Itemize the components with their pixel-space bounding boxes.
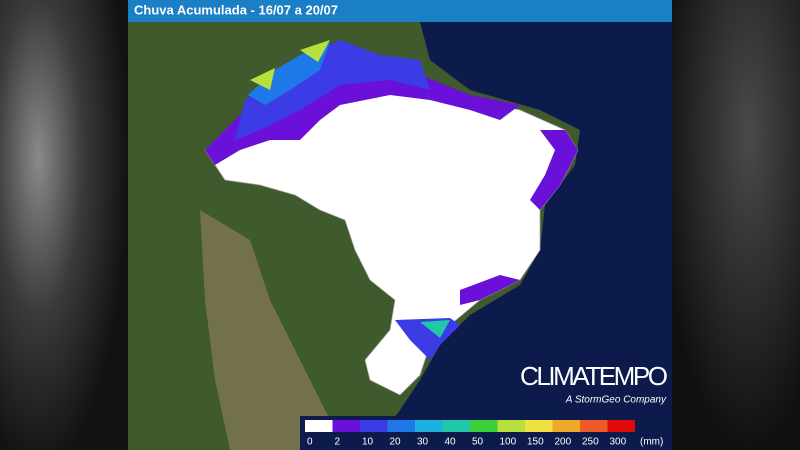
legend-label: 150 — [527, 437, 544, 448]
andes — [200, 210, 340, 450]
legend-swatch — [415, 420, 443, 432]
rain-area — [420, 320, 450, 338]
legend-swatch — [305, 420, 333, 432]
blurred-side — [672, 0, 800, 450]
legend-label: 30 — [417, 437, 429, 448]
legend-swatch — [332, 420, 360, 432]
legend-label: 2 — [335, 437, 341, 448]
legend: 0 2 10 20 30 40 50 100 150 200 250 300 (mm) — [300, 416, 672, 450]
legend-swatch — [442, 420, 470, 432]
legend-label: 20 — [390, 437, 402, 448]
legend-label: 250 — [582, 437, 599, 448]
legend-label: 0 — [307, 437, 313, 448]
legend-swatch — [525, 420, 553, 432]
legend-unit: (mm) — [640, 437, 663, 448]
legend-swatch — [360, 420, 388, 432]
brand-name: CLIMATEMPO — [520, 361, 668, 391]
title-bar — [128, 0, 672, 22]
legend-label: 50 — [472, 437, 484, 448]
legend-swatch — [552, 420, 580, 432]
brand-tagline: A StormGeo Company — [565, 395, 667, 406]
rain-area — [235, 40, 430, 140]
rain-area — [530, 130, 578, 210]
legend-swatch — [607, 420, 635, 432]
legend-swatch — [387, 420, 415, 432]
map — [128, 22, 672, 450]
legend-label: 40 — [445, 437, 457, 448]
legend-swatch — [470, 420, 498, 432]
rain-area — [250, 40, 330, 90]
blurred-side — [0, 0, 128, 450]
legend-label: 200 — [555, 437, 572, 448]
map-title: Chuva Acumulada - 16/07 a 20/07 — [134, 2, 338, 17]
legend-swatch — [497, 420, 525, 432]
legend-label: 300 — [610, 437, 627, 448]
rain-area — [460, 275, 520, 305]
legend-swatch — [580, 420, 608, 432]
legend-label: 10 — [362, 437, 374, 448]
legend-label: 100 — [500, 437, 517, 448]
